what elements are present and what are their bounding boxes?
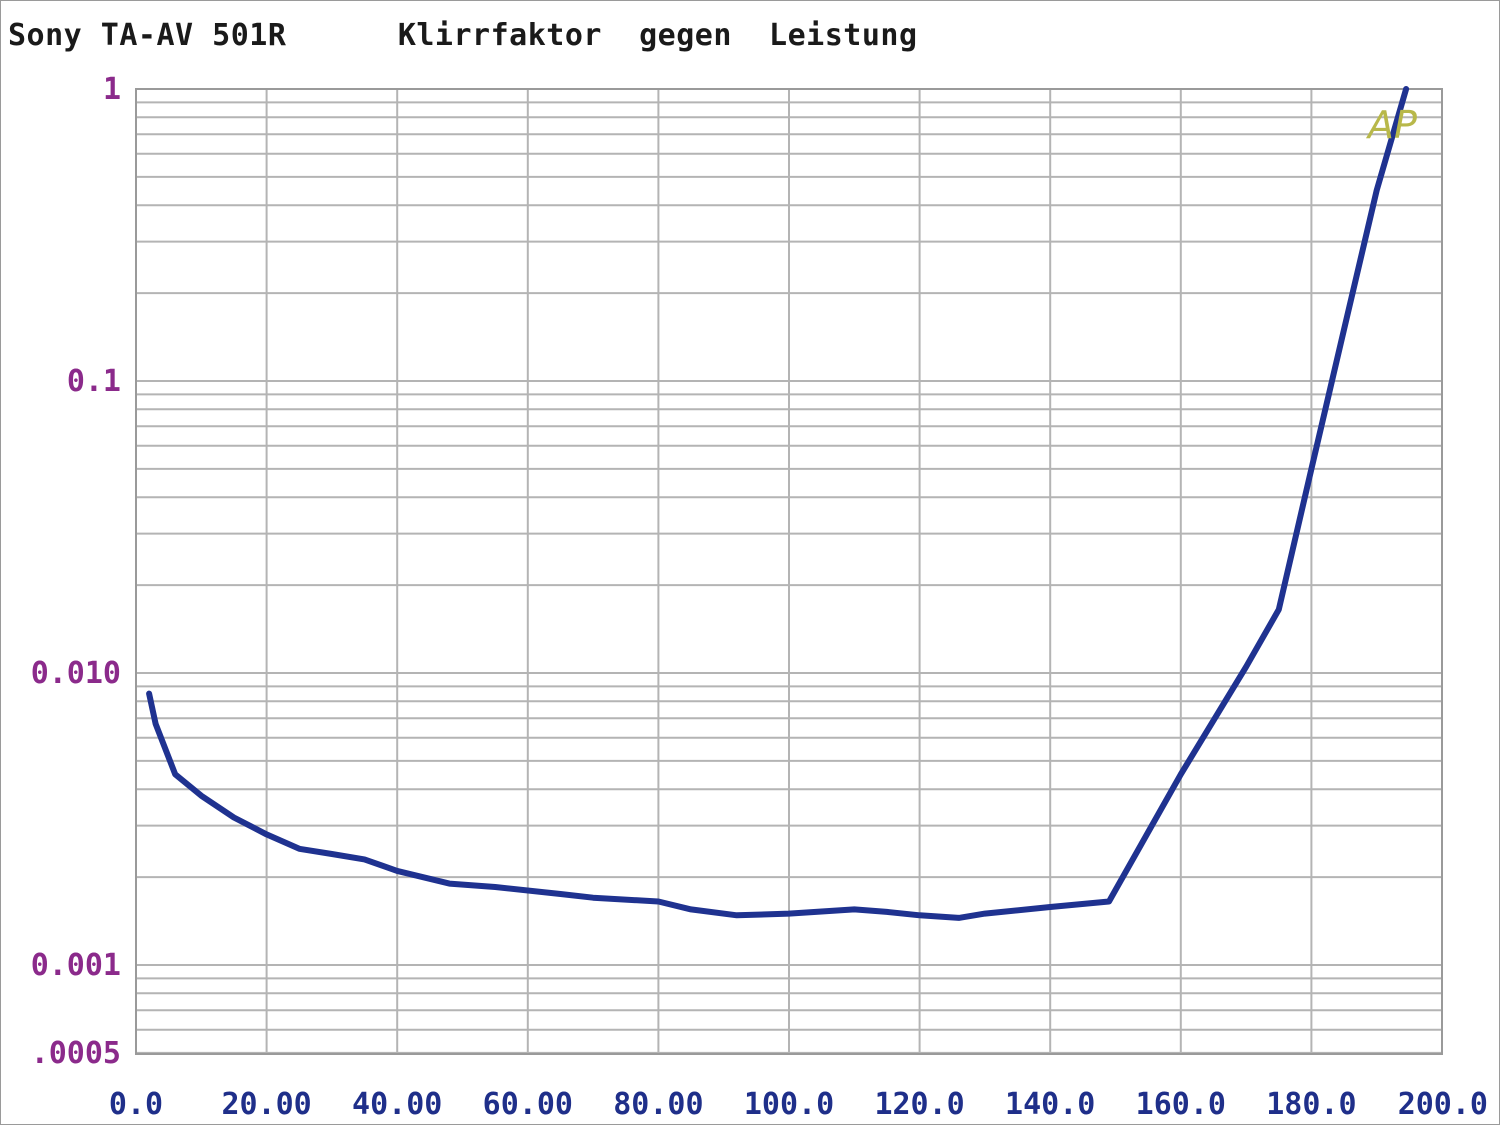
y-tick-label: 1 (103, 72, 121, 107)
x-tick-label: 60.00 (483, 1087, 573, 1122)
y-tick-label: 0.1 (67, 364, 121, 399)
y-tick-label: 0.001 (31, 948, 121, 983)
y-tick-label: .0005 (31, 1036, 121, 1071)
audio-precision-logo: AP (1365, 103, 1417, 147)
x-tick-label: 20.00 (221, 1087, 311, 1122)
x-tick-label: 120.0 (874, 1087, 964, 1122)
x-tick-label: 140.0 (1005, 1087, 1095, 1122)
x-tick-label: 80.00 (613, 1087, 703, 1122)
y-tick-label: 0.010 (31, 656, 121, 691)
grid-layer (135, 88, 1443, 1054)
x-tick-label: 160.0 (1136, 1087, 1226, 1122)
x-tick-label: 0.0 (109, 1087, 163, 1122)
chart-title: Sony TA-AV 501R Klirrfaktor gegen Leistu… (8, 18, 918, 53)
plot-border (135, 88, 1443, 1055)
x-tick-label: 180.0 (1266, 1087, 1356, 1122)
y-tick-labels: 1 0.1 0.010 0.001 .0005 (31, 72, 121, 1071)
thd-curve (146, 86, 1410, 921)
x-tick-label: 100.0 (744, 1087, 834, 1122)
x-tick-label: 40.00 (352, 1087, 442, 1122)
device-name: Sony TA-AV 501R (8, 18, 287, 53)
measurement-title: Klirrfaktor gegen Leistung (397, 18, 918, 53)
x-tick-labels: 0.0 20.00 40.00 60.00 80.00 100.0 120.0 140.0 16… (109, 1087, 1488, 1122)
x-tick-label: 200.0 (1398, 1087, 1488, 1122)
